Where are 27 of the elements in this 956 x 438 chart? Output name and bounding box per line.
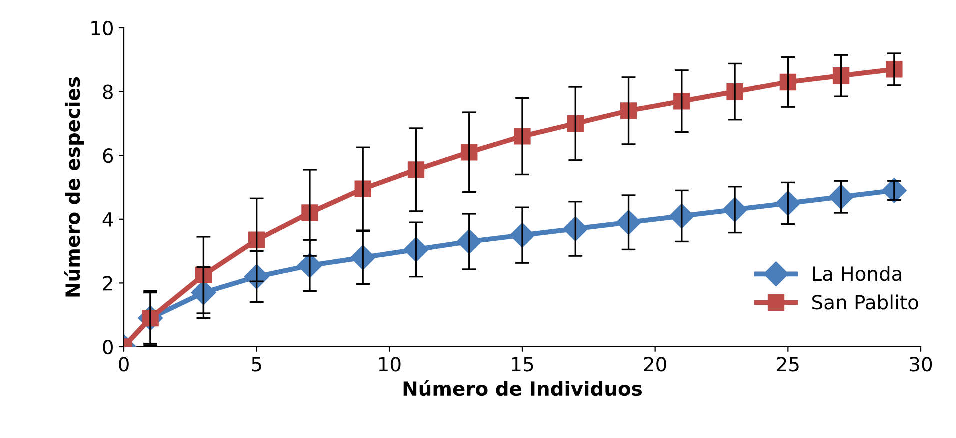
x-tick-label: 15: [512, 357, 534, 372]
point: [354, 180, 372, 198]
x-tick-label: 20: [644, 357, 666, 372]
point: [248, 232, 266, 248]
y-tick-label: 4: [102, 212, 114, 227]
y-axis-title: Número de especies: [64, 77, 84, 297]
point: [461, 144, 478, 161]
legend-label: La Honda: [813, 266, 902, 282]
point: [408, 162, 425, 178]
x-tick-label: 5: [252, 357, 262, 372]
y-tick-label: 6: [103, 148, 114, 164]
x-tick-label: 25: [777, 357, 799, 372]
y-tick-label: 10: [92, 20, 113, 36]
x-tick-label: 10: [379, 357, 401, 372]
legend-label: San Pablito: [812, 294, 918, 310]
x-tick-label: 30: [910, 357, 932, 372]
x-tick-label: 0: [119, 357, 129, 372]
point: [780, 74, 796, 91]
y-tick-label: 8: [103, 84, 113, 100]
y-tick-label: 0: [103, 340, 113, 355]
point: [674, 93, 690, 110]
point: [567, 115, 584, 132]
y-tick-label: 2: [103, 276, 112, 291]
point: [828, 184, 854, 210]
point: [832, 68, 850, 84]
point: [620, 102, 638, 120]
x-axis-title: Número de Individuos: [404, 380, 642, 396]
